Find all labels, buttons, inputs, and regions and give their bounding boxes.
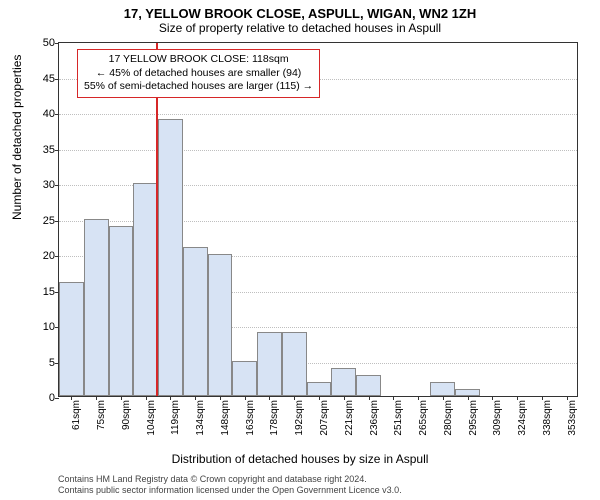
footer-line2: Contains public sector information licen… xyxy=(58,485,402,496)
gridline xyxy=(59,150,577,151)
y-tick-label: 30 xyxy=(31,179,55,191)
histogram-bar xyxy=(356,375,381,396)
histogram-bar xyxy=(257,332,282,396)
x-tick-label: 236sqm xyxy=(369,400,380,436)
x-tick-label: 251sqm xyxy=(393,400,404,436)
x-axis-label: Distribution of detached houses by size … xyxy=(0,452,600,466)
x-tick-label: 104sqm xyxy=(146,400,157,436)
plot-area: 0510152025303540455061sqm75sqm90sqm104sq… xyxy=(58,42,578,397)
y-tick-label: 5 xyxy=(31,357,55,369)
histogram-bar xyxy=(208,254,233,396)
annotation-line3: 55% of semi-detached houses are larger (… xyxy=(84,80,313,94)
y-tick-label: 35 xyxy=(31,144,55,156)
chart-title: 17, YELLOW BROOK CLOSE, ASPULL, WIGAN, W… xyxy=(0,0,600,21)
histogram-bar xyxy=(133,183,158,396)
x-tick-label: 221sqm xyxy=(344,400,355,436)
y-tick-mark xyxy=(55,43,59,44)
histogram-bar xyxy=(331,368,356,396)
histogram-bar xyxy=(84,219,109,397)
y-tick-label: 25 xyxy=(31,215,55,227)
histogram-bar xyxy=(455,389,480,396)
x-tick-label: 280sqm xyxy=(443,400,454,436)
y-tick-mark xyxy=(55,150,59,151)
chart-subtitle: Size of property relative to detached ho… xyxy=(0,21,600,39)
histogram-bar xyxy=(183,247,208,396)
x-tick-label: 207sqm xyxy=(319,400,330,436)
histogram-bar xyxy=(232,361,257,397)
histogram-bar xyxy=(158,119,183,396)
plot-frame: 0510152025303540455061sqm75sqm90sqm104sq… xyxy=(58,42,578,397)
x-tick-label: 61sqm xyxy=(71,400,82,430)
histogram-bar xyxy=(59,282,84,396)
y-tick-label: 50 xyxy=(31,37,55,49)
histogram-bar xyxy=(109,226,134,396)
y-tick-label: 20 xyxy=(31,250,55,262)
histogram-bar xyxy=(282,332,307,396)
x-tick-label: 353sqm xyxy=(567,400,578,436)
y-tick-mark xyxy=(55,114,59,115)
x-tick-label: 324sqm xyxy=(517,400,528,436)
y-tick-label: 40 xyxy=(31,108,55,120)
x-tick-label: 148sqm xyxy=(220,400,231,436)
y-tick-label: 10 xyxy=(31,321,55,333)
histogram-bar xyxy=(430,382,455,396)
x-tick-label: 90sqm xyxy=(121,400,132,430)
y-tick-label: 15 xyxy=(31,286,55,298)
x-tick-label: 295sqm xyxy=(468,400,479,436)
x-tick-label: 178sqm xyxy=(269,400,280,436)
footer-attribution: Contains HM Land Registry data © Crown c… xyxy=(58,474,402,496)
x-tick-label: 163sqm xyxy=(245,400,256,436)
footer-line1: Contains HM Land Registry data © Crown c… xyxy=(58,474,402,485)
x-tick-label: 192sqm xyxy=(294,400,305,436)
x-tick-label: 265sqm xyxy=(418,400,429,436)
chart-container: 17, YELLOW BROOK CLOSE, ASPULL, WIGAN, W… xyxy=(0,0,600,500)
histogram-bar xyxy=(307,382,332,396)
x-tick-label: 338sqm xyxy=(542,400,553,436)
y-axis-label: Number of detached properties xyxy=(10,55,24,220)
y-tick-label: 45 xyxy=(31,73,55,85)
x-tick-label: 75sqm xyxy=(96,400,107,430)
y-tick-mark xyxy=(55,398,59,399)
x-tick-label: 119sqm xyxy=(170,400,181,435)
y-tick-mark xyxy=(55,221,59,222)
gridline xyxy=(59,114,577,115)
annotation-box: 17 YELLOW BROOK CLOSE: 118sqm← 45% of de… xyxy=(77,49,320,98)
x-tick-label: 134sqm xyxy=(195,400,206,436)
y-tick-mark xyxy=(55,256,59,257)
annotation-line1: 17 YELLOW BROOK CLOSE: 118sqm xyxy=(84,53,313,67)
y-tick-mark xyxy=(55,185,59,186)
y-tick-label: 0 xyxy=(31,392,55,404)
x-tick-label: 309sqm xyxy=(492,400,503,436)
annotation-line2: ← 45% of detached houses are smaller (94… xyxy=(84,67,313,81)
y-tick-mark xyxy=(55,79,59,80)
